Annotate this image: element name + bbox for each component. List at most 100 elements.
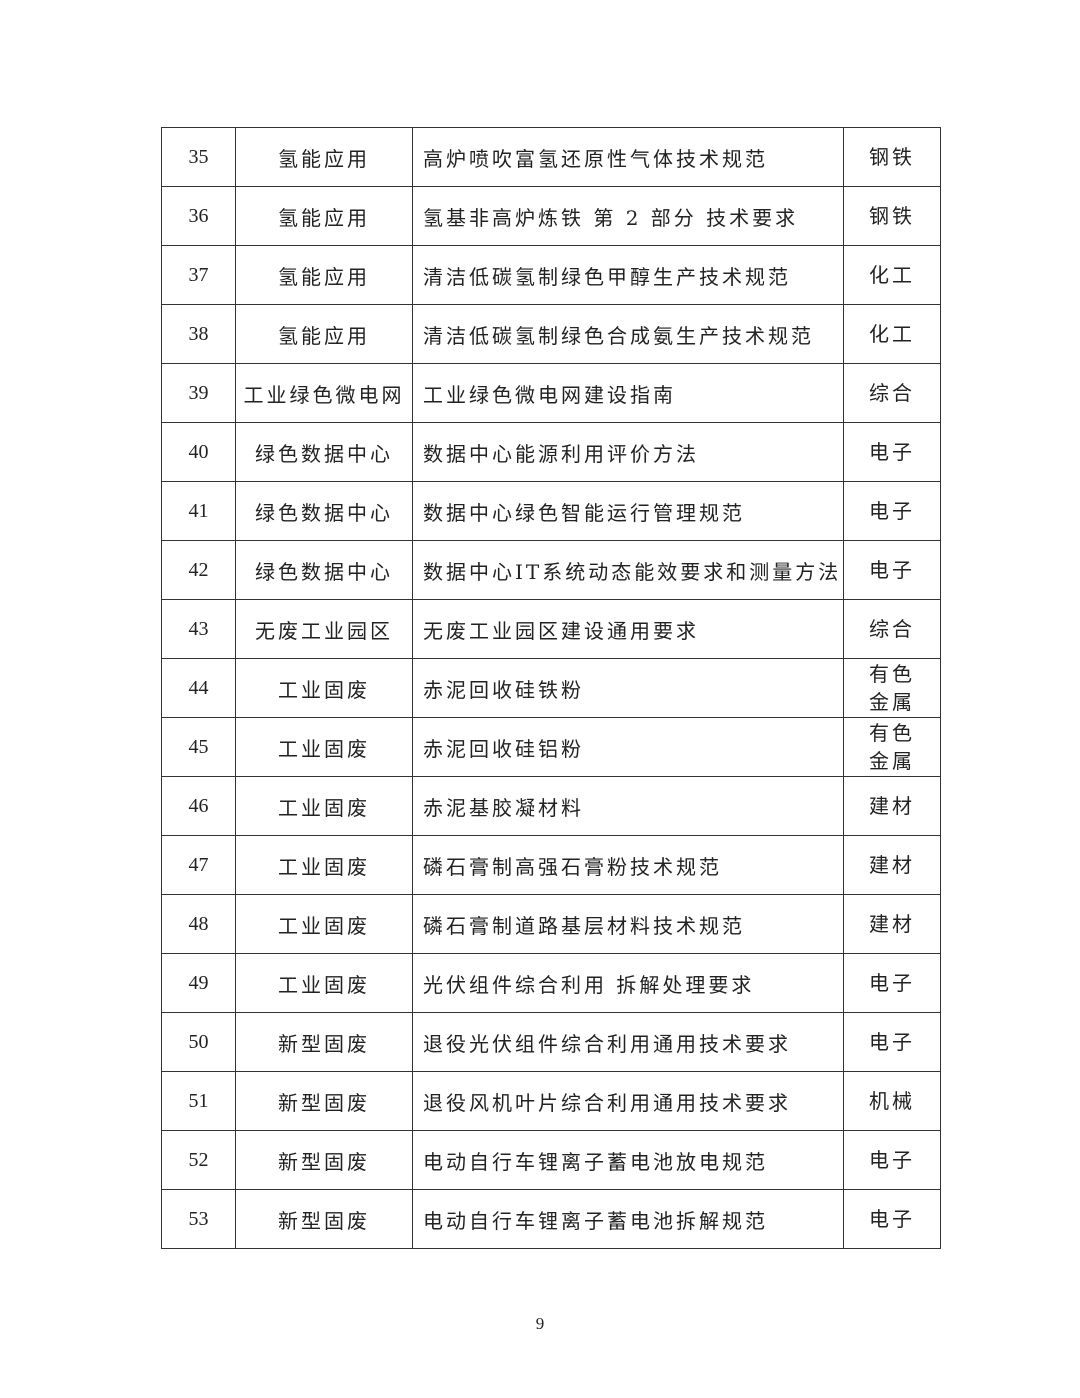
industry-cell: 化工: [843, 304, 941, 364]
industry-label: 有色金属: [869, 721, 915, 773]
row-number: 53: [161, 1189, 236, 1249]
industry-label: 化工: [869, 263, 915, 287]
industry-label: 钢铁: [869, 145, 915, 169]
page-number: 9: [535, 1314, 545, 1333]
category-cell: 氢能应用: [235, 186, 413, 246]
industry-cell: 电子: [843, 422, 941, 482]
row-number: 43: [161, 599, 236, 659]
standard-title-cell: 磷石膏制道路基层材料技术规范: [412, 894, 844, 954]
standard-title-cell: 退役风机叶片综合利用通用技术要求: [412, 1071, 844, 1131]
table-row: 52 新型固废 电动自行车锂离子蓄电池放电规范 电子: [161, 1130, 941, 1190]
row-number: 47: [161, 835, 236, 895]
standard-title-cell: 赤泥回收硅铁粉: [412, 658, 844, 718]
industry-label: 建材: [869, 912, 915, 936]
industry-cell: 综合: [843, 599, 941, 659]
industry-label: 有色金属: [869, 662, 915, 714]
industry-cell: 有色金属: [843, 717, 941, 777]
table-row: 43 无废工业园区 无废工业园区建设通用要求 综合: [161, 599, 941, 659]
category-cell: 工业固废: [235, 953, 413, 1013]
standard-title-cell: 退役光伏组件综合利用通用技术要求: [412, 1012, 844, 1072]
category-cell: 新型固废: [235, 1130, 413, 1190]
category-cell: 新型固废: [235, 1189, 413, 1249]
table-row: 40 绿色数据中心 数据中心能源利用评价方法 电子: [161, 422, 941, 482]
industry-cell: 电子: [843, 540, 941, 600]
industry-label: 电子: [869, 1207, 915, 1231]
row-number: 38: [161, 304, 236, 364]
table-row: 35 氢能应用 高炉喷吹富氢还原性气体技术规范 钢铁: [161, 127, 941, 187]
industry-label: 电子: [869, 971, 915, 995]
table-row: 41 绿色数据中心 数据中心绿色智能运行管理规范 电子: [161, 481, 941, 541]
category-cell: 工业固废: [235, 658, 413, 718]
table-row: 49 工业固废 光伏组件综合利用 拆解处理要求 电子: [161, 953, 941, 1013]
industry-cell: 建材: [843, 776, 941, 836]
industry-label: 电子: [869, 1030, 915, 1054]
category-cell: 工业固废: [235, 717, 413, 777]
category-cell: 绿色数据中心: [235, 422, 413, 482]
standard-title-cell: 电动自行车锂离子蓄电池拆解规范: [412, 1189, 844, 1249]
industry-label: 建材: [869, 853, 915, 877]
standard-title-cell: 电动自行车锂离子蓄电池放电规范: [412, 1130, 844, 1190]
industry-label: 电子: [869, 558, 915, 582]
table-row: 42 绿色数据中心 数据中心IT系统动态能效要求和测量方法 电子: [161, 540, 941, 600]
table-row: 47 工业固废 磷石膏制高强石膏粉技术规范 建材: [161, 835, 941, 895]
standard-title-cell: 赤泥回收硅铝粉: [412, 717, 844, 777]
row-number: 36: [161, 186, 236, 246]
industry-label: 化工: [869, 322, 915, 346]
row-number: 40: [161, 422, 236, 482]
row-number: 39: [161, 363, 236, 423]
category-cell: 工业绿色微电网: [235, 363, 413, 423]
industry-cell: 综合: [843, 363, 941, 423]
table-row: 39 工业绿色微电网 工业绿色微电网建设指南 综合: [161, 363, 941, 423]
row-number: 52: [161, 1130, 236, 1190]
industry-cell: 机械: [843, 1071, 941, 1131]
row-number: 49: [161, 953, 236, 1013]
standard-title-cell: 数据中心绿色智能运行管理规范: [412, 481, 844, 541]
table-row: 51 新型固废 退役风机叶片综合利用通用技术要求 机械: [161, 1071, 941, 1131]
category-cell: 无废工业园区: [235, 599, 413, 659]
table-row: 46 工业固废 赤泥基胶凝材料 建材: [161, 776, 941, 836]
standard-title-cell: 工业绿色微电网建设指南: [412, 363, 844, 423]
standard-title-cell: 赤泥基胶凝材料: [412, 776, 844, 836]
standard-title-cell: 清洁低碳氢制绿色合成氨生产技术规范: [412, 304, 844, 364]
category-cell: 工业固废: [235, 835, 413, 895]
table-row: 53 新型固废 电动自行车锂离子蓄电池拆解规范 电子: [161, 1189, 941, 1249]
row-number: 44: [161, 658, 236, 718]
table-row: 44 工业固废 赤泥回收硅铁粉 有色金属: [161, 658, 941, 718]
industry-label: 钢铁: [869, 204, 915, 228]
industry-cell: 电子: [843, 481, 941, 541]
row-number: 45: [161, 717, 236, 777]
category-cell: 氢能应用: [235, 245, 413, 305]
table-row: 37 氢能应用 清洁低碳氢制绿色甲醇生产技术规范 化工: [161, 245, 941, 305]
industry-cell: 电子: [843, 953, 941, 1013]
category-cell: 工业固废: [235, 776, 413, 836]
table-row: 36 氢能应用 氢基非高炉炼铁 第 2 部分 技术要求 钢铁: [161, 186, 941, 246]
industry-cell: 电子: [843, 1130, 941, 1190]
industry-cell: 化工: [843, 245, 941, 305]
industry-cell: 建材: [843, 835, 941, 895]
row-number: 37: [161, 245, 236, 305]
standard-title-cell: 氢基非高炉炼铁 第 2 部分 技术要求: [412, 186, 844, 246]
category-cell: 氢能应用: [235, 304, 413, 364]
industry-label: 综合: [869, 617, 915, 641]
industry-label: 综合: [869, 381, 915, 405]
row-number: 41: [161, 481, 236, 541]
industry-cell: 钢铁: [843, 186, 941, 246]
table-body: 35 氢能应用 高炉喷吹富氢还原性气体技术规范 钢铁 36 氢能应用 氢基非高炉炼铁 第 2…: [161, 127, 941, 1249]
category-cell: 新型固废: [235, 1012, 413, 1072]
table-row: 48 工业固废 磷石膏制道路基层材料技术规范 建材: [161, 894, 941, 954]
industry-label: 电子: [869, 1148, 915, 1172]
industry-cell: 电子: [843, 1189, 941, 1249]
industry-label: 电子: [869, 499, 915, 523]
standard-title-cell: 无废工业园区建设通用要求: [412, 599, 844, 659]
row-number: 46: [161, 776, 236, 836]
row-number: 48: [161, 894, 236, 954]
standard-title-cell: 清洁低碳氢制绿色甲醇生产技术规范: [412, 245, 844, 305]
row-number: 51: [161, 1071, 236, 1131]
table-row: 45 工业固废 赤泥回收硅铝粉 有色金属: [161, 717, 941, 777]
category-cell: 工业固废: [235, 894, 413, 954]
table-row: 50 新型固废 退役光伏组件综合利用通用技术要求 电子: [161, 1012, 941, 1072]
standard-title-cell: 高炉喷吹富氢还原性气体技术规范: [412, 127, 844, 187]
standard-title-cell: 数据中心能源利用评价方法: [412, 422, 844, 482]
industry-label: 建材: [869, 794, 915, 818]
standard-title-cell: 数据中心IT系统动态能效要求和测量方法: [412, 540, 844, 600]
